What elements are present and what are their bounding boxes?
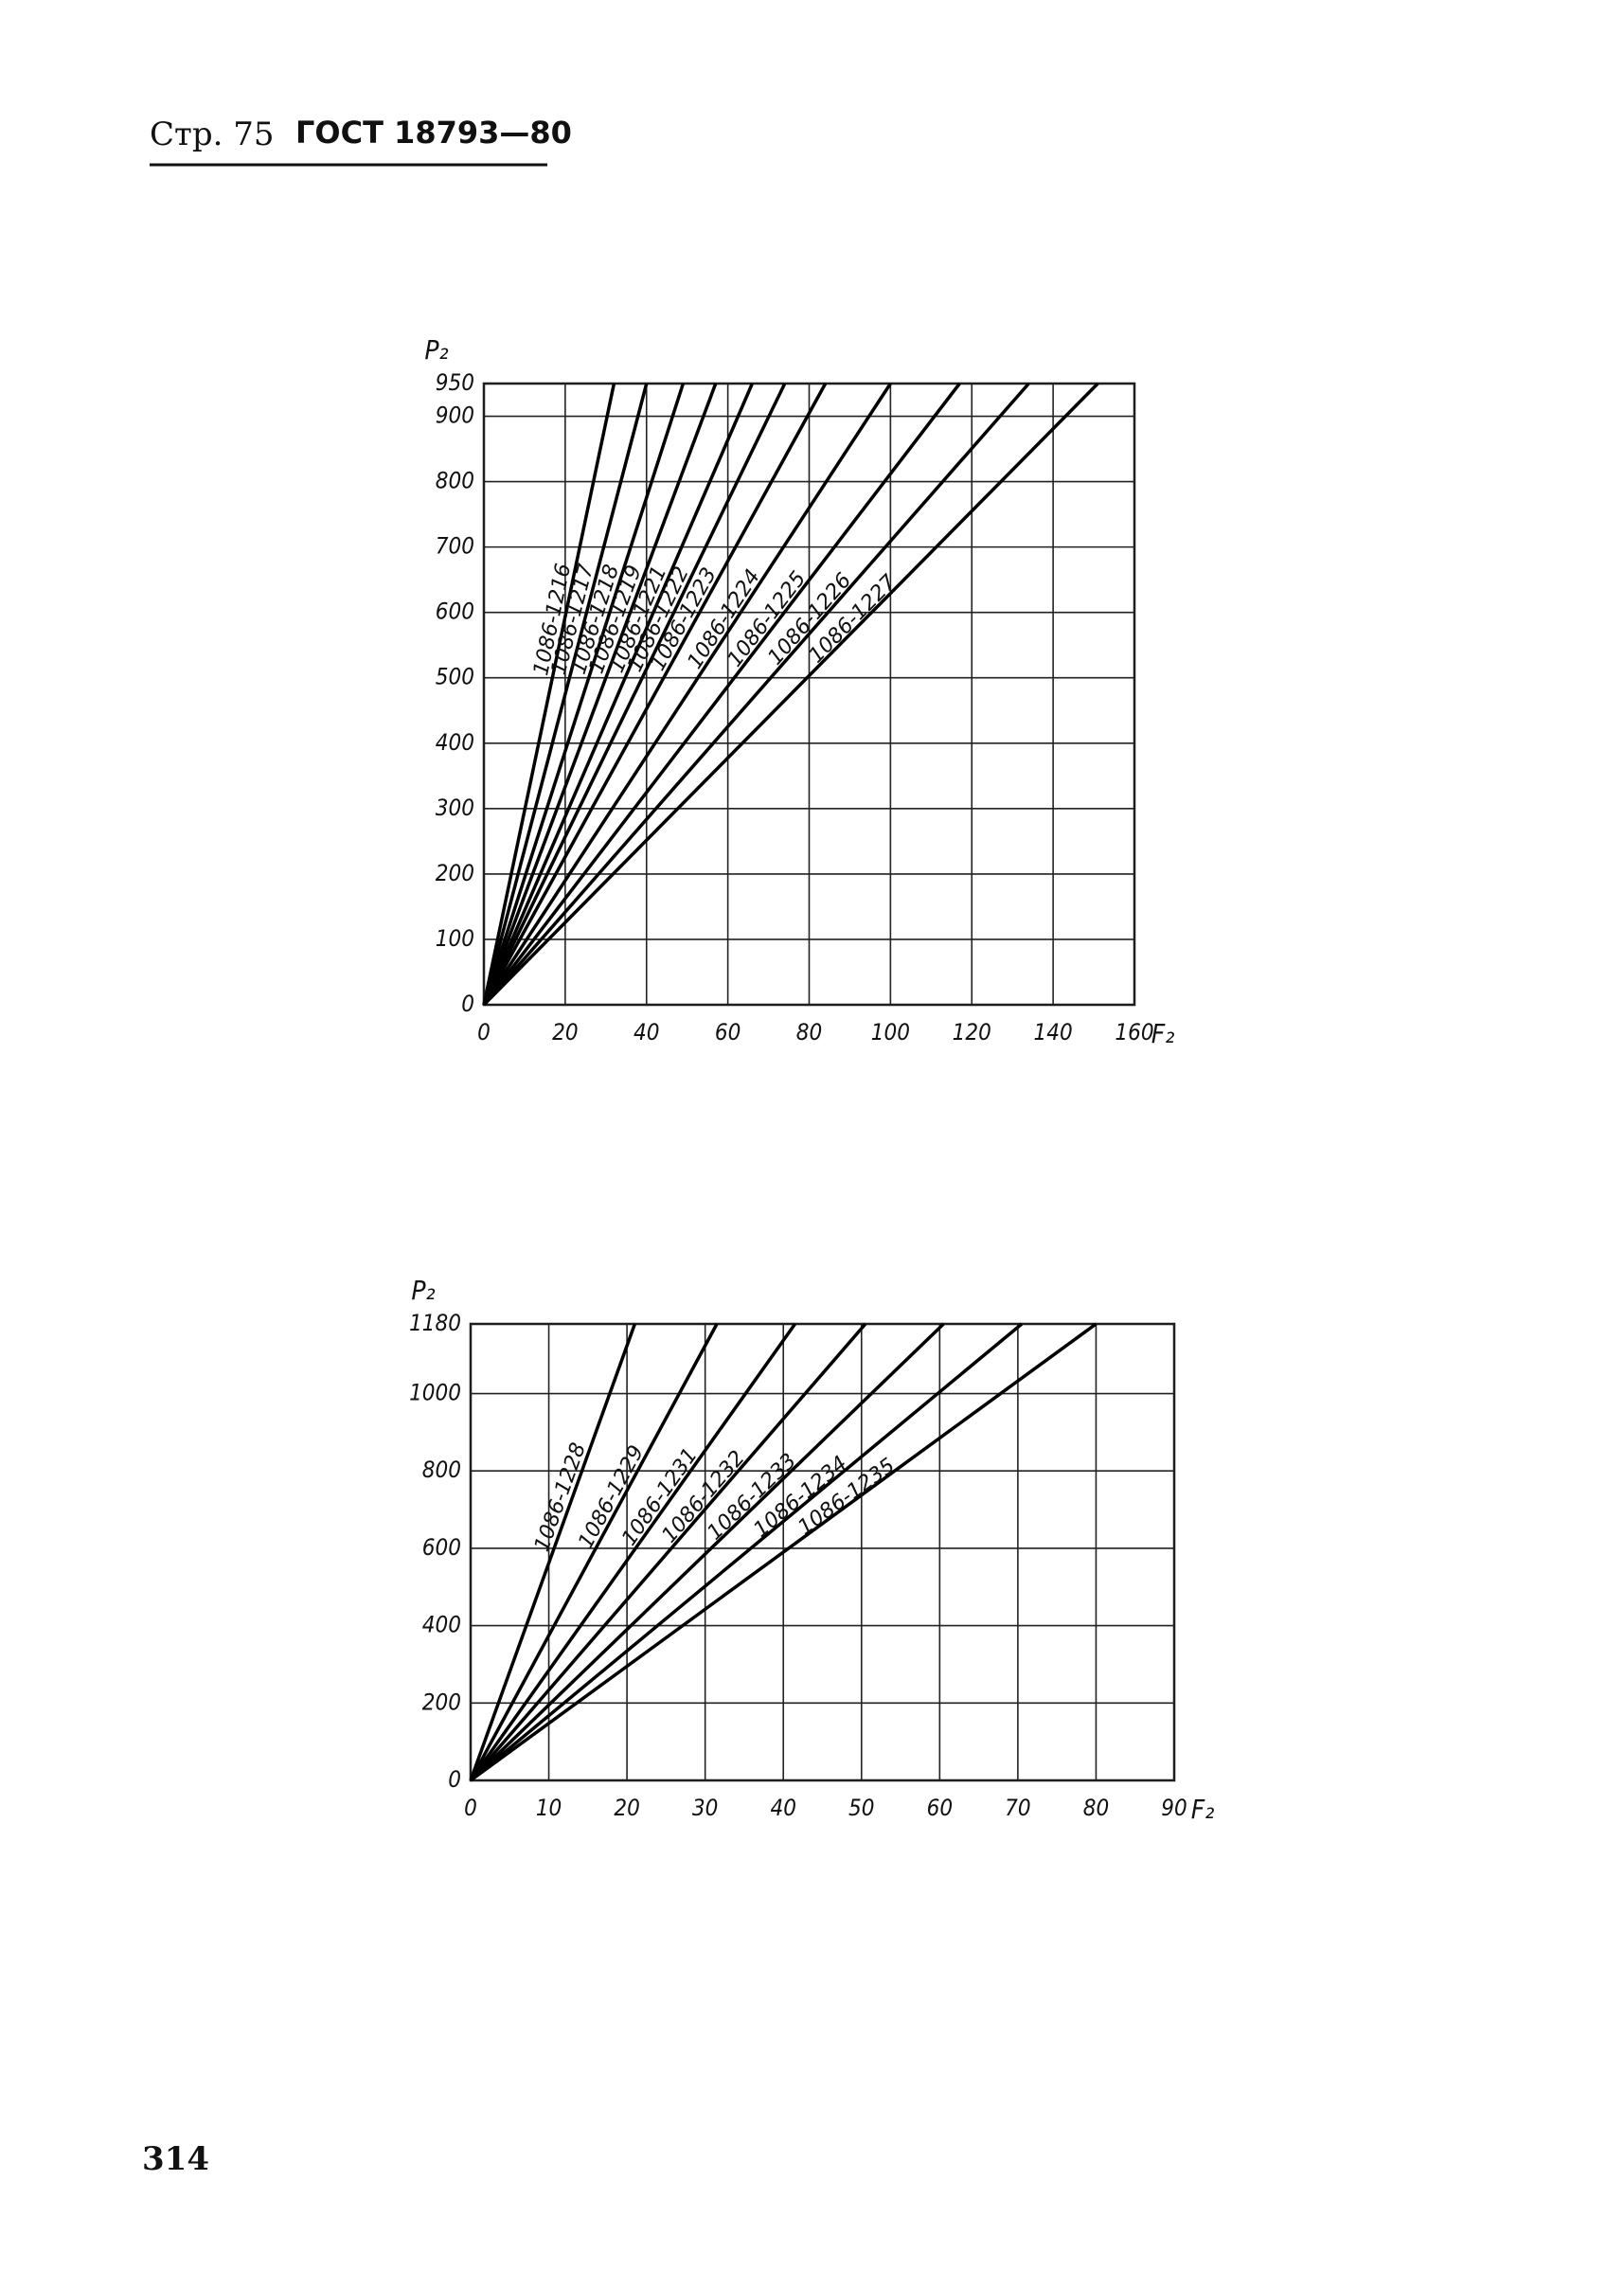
x-tick-label: 50 — [848, 1795, 874, 1821]
series-line — [469, 1323, 719, 1781]
series-line — [482, 382, 1099, 1007]
y-tick-label: 300 — [436, 795, 474, 821]
x-tick-label: 60 — [715, 1019, 741, 1046]
series-line — [482, 383, 686, 1006]
series-line — [469, 1323, 637, 1781]
y-tick-label: 400 — [436, 729, 474, 756]
series-line — [482, 383, 649, 1006]
series-line — [482, 383, 616, 1006]
x-tick-label: 70 — [1005, 1795, 1030, 1821]
series-line — [469, 1322, 797, 1782]
y-tick-label: 900 — [436, 402, 474, 429]
series-line — [482, 383, 754, 1006]
series-line — [482, 383, 892, 1006]
x-axis-label: F₂ — [1151, 1018, 1175, 1049]
page-number: 314 — [142, 2140, 209, 2178]
x-tick-label: 20 — [552, 1019, 578, 1046]
x-tick-label: 160 — [1115, 1019, 1153, 1046]
y-tick-label: 800 — [422, 1457, 461, 1483]
x-tick-label: 120 — [953, 1019, 991, 1046]
x-tick-label: 60 — [927, 1795, 953, 1821]
series-line — [482, 383, 718, 1006]
x-tick-label: 40 — [634, 1019, 659, 1046]
x-tick-label: 0 — [477, 1019, 491, 1046]
y-tick-label: 800 — [436, 468, 474, 494]
page-ref: Стр. 75 — [150, 116, 274, 153]
x-tick-label: 0 — [464, 1795, 477, 1821]
x-tick-label: 140 — [1034, 1019, 1073, 1046]
y-tick-label: 600 — [436, 599, 474, 625]
x-tick-label: 10 — [536, 1795, 562, 1821]
y-tick-label: 950 — [436, 369, 474, 396]
y-tick-label: 100 — [436, 925, 474, 952]
y-tick-label: 1000 — [409, 1380, 461, 1406]
series-line — [482, 383, 828, 1006]
x-tick-label: 20 — [614, 1795, 639, 1821]
series-line — [482, 383, 787, 1006]
standard-ref: ГОСТ 18793—80 — [295, 115, 572, 151]
y-tick-label: 500 — [436, 664, 474, 690]
x-tick-label: 80 — [796, 1019, 822, 1046]
series-line — [482, 382, 961, 1007]
y-tick-label: 200 — [436, 860, 474, 886]
x-tick-label: 100 — [871, 1019, 910, 1046]
series-line — [469, 1322, 867, 1782]
y-tick-label: 1180 — [409, 1310, 461, 1336]
y-tick-label: 700 — [436, 533, 474, 560]
y-axis-label: P₂ — [424, 334, 448, 366]
series-line — [469, 1322, 945, 1782]
series-line — [469, 1322, 1024, 1782]
x-axis-label: F₂ — [1191, 1794, 1215, 1825]
y-tick-label: 0 — [448, 1766, 461, 1793]
x-tick-label: 90 — [1161, 1795, 1187, 1821]
x-tick-label: 30 — [692, 1795, 718, 1821]
series-line — [469, 1322, 1098, 1782]
y-axis-label: P₂ — [411, 1275, 435, 1306]
y-tick-label: 600 — [422, 1534, 461, 1561]
y-tick-label: 400 — [422, 1612, 461, 1638]
plot-frame — [469, 1322, 1176, 1782]
x-tick-label: 40 — [770, 1795, 795, 1821]
y-tick-label: 200 — [422, 1689, 461, 1715]
x-tick-label: 80 — [1083, 1795, 1109, 1821]
series-line — [482, 382, 1030, 1007]
y-tick-label: 0 — [461, 991, 474, 1017]
